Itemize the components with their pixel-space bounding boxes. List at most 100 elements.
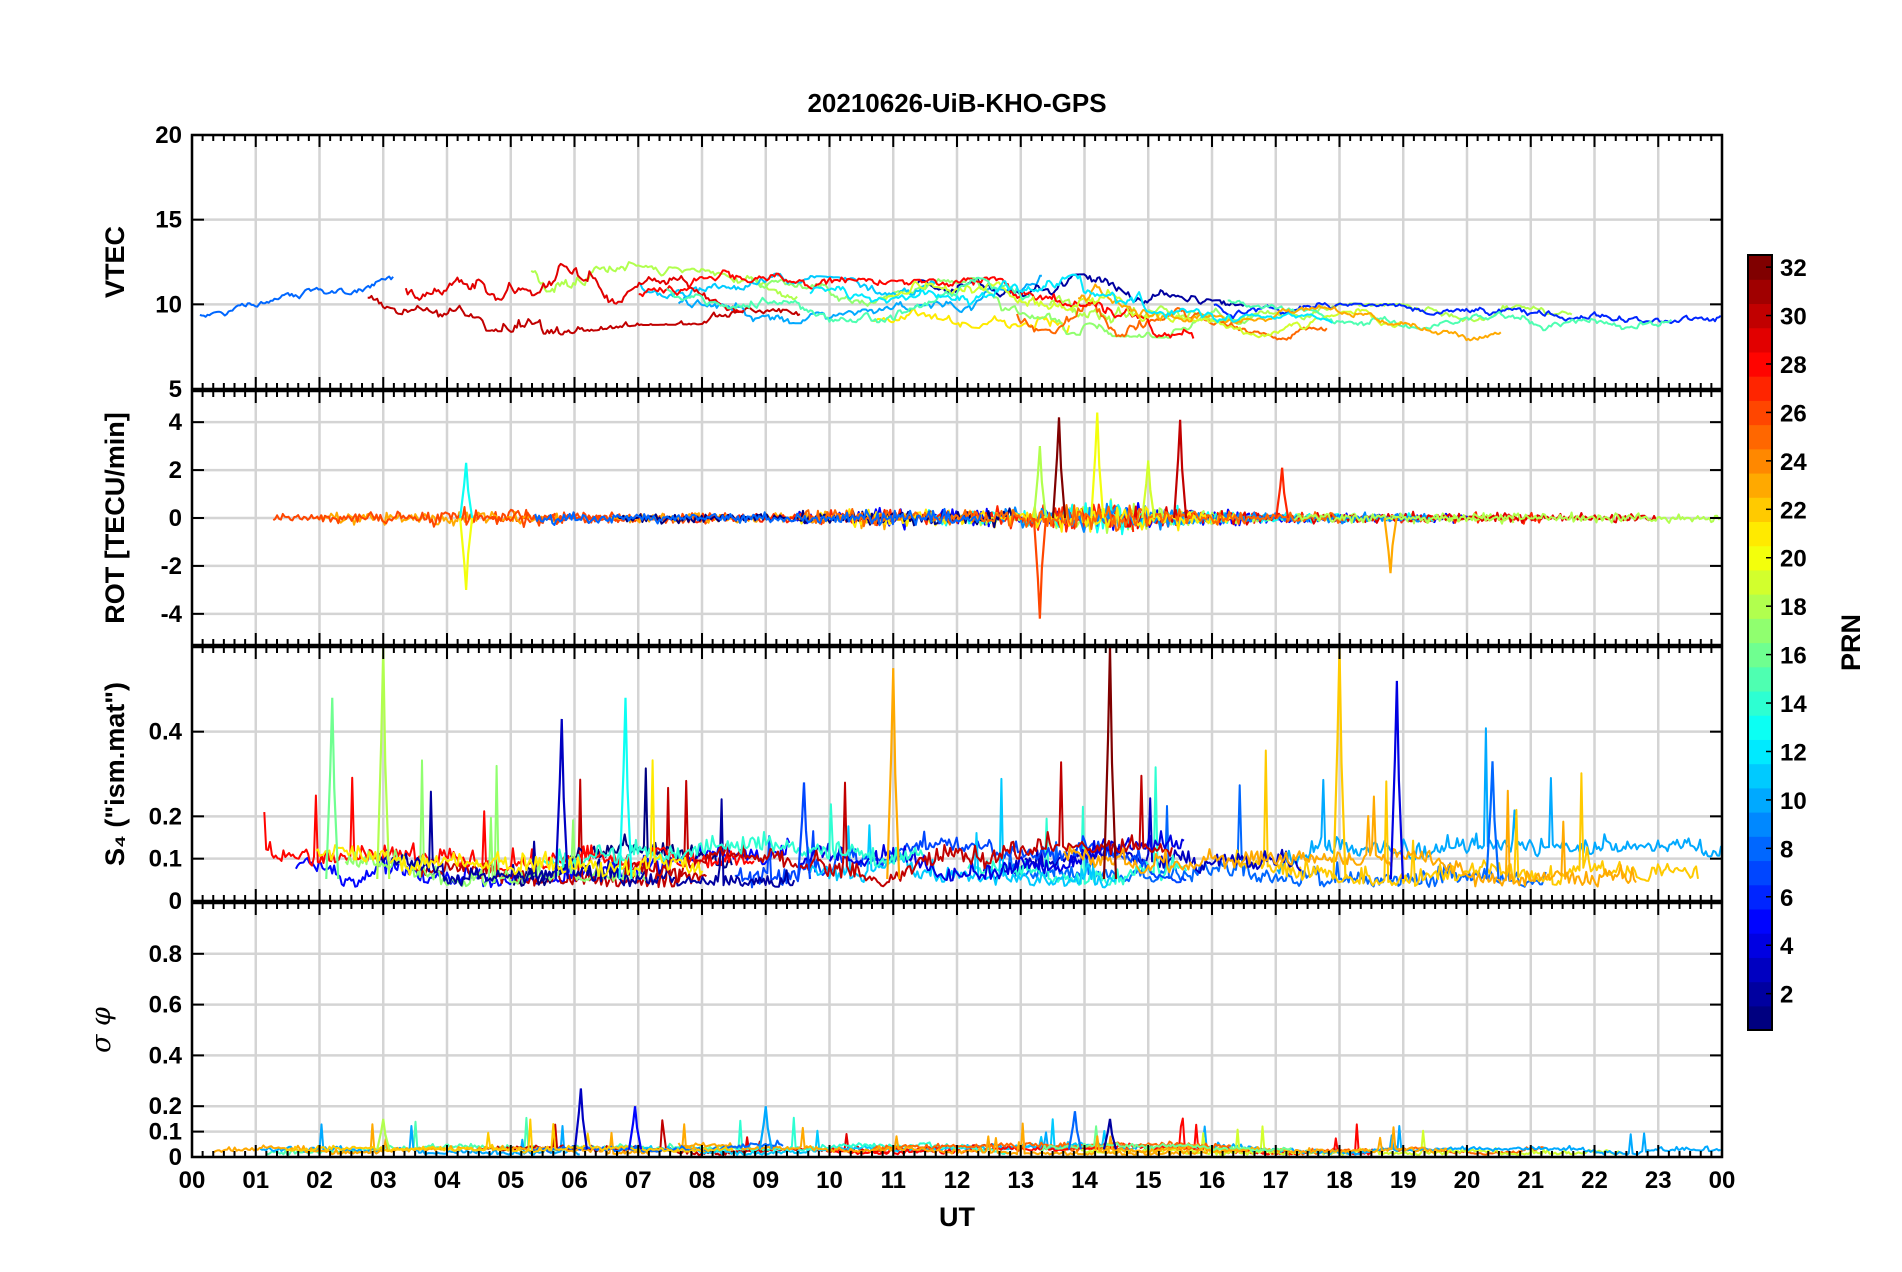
x-tick-label: 03 [370, 1167, 397, 1194]
colorbar-tick-label: 10 [1780, 788, 1807, 815]
x-tick-label: 11 [881, 1167, 906, 1194]
x-tick-label: 01 [242, 1167, 269, 1194]
trace-prn [1251, 1125, 1721, 1156]
chart-title: 20210626-UiB-KHO-GPS [807, 88, 1106, 118]
y-tick-label: 0.1 [149, 846, 182, 873]
colorbar-tick-label: 2 [1780, 982, 1793, 1009]
x-tick-label: 00 [1709, 1167, 1736, 1194]
trace-prn [1232, 749, 1699, 887]
peak-mark [1032, 517, 1047, 619]
trace-prn [677, 1122, 1249, 1156]
trace-prn [872, 308, 1071, 333]
trace-prn [213, 1123, 706, 1156]
y-tick-label: 0 [169, 888, 182, 915]
trace-prn [982, 797, 1302, 881]
series-vtec [199, 261, 1722, 342]
y-tick-label: 5 [169, 376, 182, 403]
y-axis-label-sigma_phi: σ φ [86, 1007, 117, 1053]
colorbar-swatch [1748, 618, 1772, 644]
trace-prn [404, 262, 745, 313]
peak-mark [1485, 761, 1500, 880]
series-rot [272, 412, 1722, 619]
colorbar-swatch [1748, 569, 1772, 595]
y-axis-label-vtec: VTEC [100, 226, 130, 298]
peak-mark [325, 697, 340, 880]
y-tick-label: 10 [155, 291, 182, 318]
x-tick-label: 05 [497, 1167, 524, 1194]
colorbar-tick-label: 20 [1780, 546, 1807, 573]
colorbar-tick-label: 12 [1780, 739, 1807, 766]
peak-mark [554, 718, 569, 880]
y-tick-label: 0.2 [149, 1093, 182, 1120]
y-tick-label: 0.2 [149, 803, 182, 830]
trace-prn [315, 759, 704, 878]
peak-mark [1173, 419, 1188, 519]
trace-prn [541, 803, 924, 869]
colorbar-swatch [1748, 376, 1772, 401]
colorbar-tick-label: 32 [1780, 255, 1807, 282]
x-tick-label: 21 [1517, 1167, 1544, 1194]
x-tick-label: 17 [1262, 1167, 1289, 1194]
panel-sigma_phi: 00.10.2 0.4 0.6 0.8 σ φ [86, 901, 1724, 1171]
x-tick-label: 06 [561, 1167, 588, 1194]
y-tick-label: 0.4 [149, 1042, 183, 1069]
y-axis-label-s4: S₄ ("ism.mat") [100, 682, 130, 866]
series-s4 [263, 647, 1722, 889]
x-tick-label: 23 [1645, 1167, 1672, 1194]
peak-mark [376, 647, 391, 880]
peak-mark [459, 517, 474, 590]
x-tick-label: 15 [1135, 1167, 1162, 1194]
x-tick-label: 02 [306, 1167, 333, 1194]
y-tick-label: 0.8 [149, 941, 182, 968]
colorbar-tick-label: 16 [1780, 643, 1807, 670]
x-tick-label: 13 [1007, 1167, 1034, 1194]
colorbar-swatch [1748, 715, 1772, 740]
peak-mark [1389, 680, 1404, 880]
x-ticks-vtec [191, 135, 1723, 389]
x-tick-label: 14 [1071, 1167, 1098, 1194]
peak-mark [796, 782, 812, 880]
colorbar-swatch [1748, 957, 1772, 983]
colorbar-tick-label: 26 [1780, 400, 1807, 427]
peak-mark [627, 1106, 643, 1150]
x-tick-label: 04 [434, 1167, 461, 1194]
trace-prn [1293, 511, 1722, 524]
series-sigma_phi [213, 1088, 1721, 1156]
colorbar-swatch [1748, 812, 1772, 837]
trace-prn [809, 273, 1333, 324]
trace-prn [367, 294, 801, 336]
peak-mark [758, 1106, 773, 1150]
trace-prn [750, 277, 1259, 339]
colorbar-tick-label: 30 [1780, 304, 1807, 331]
colorbar-label: PRN [1836, 614, 1866, 671]
colorbar-swatch [1748, 666, 1772, 692]
trace-prn [638, 269, 1195, 339]
colorbar-swatch [1748, 521, 1772, 547]
colorbar-tick-label: 28 [1780, 352, 1807, 379]
x-tick-label: 22 [1581, 1167, 1608, 1194]
trace-prn [1077, 283, 1502, 342]
y-tick-label: 0.1 [149, 1119, 182, 1146]
colorbar-swatch [1748, 908, 1772, 934]
peak-mark [573, 1088, 588, 1150]
colorbar-tick-label: 8 [1780, 836, 1793, 863]
trace-prn [414, 778, 707, 889]
y-tick-label: 0 [169, 505, 182, 532]
peak-mark [1090, 412, 1105, 519]
trace-prn [199, 275, 394, 318]
x-tick-label: 10 [816, 1167, 843, 1194]
x-tick-label: 19 [1390, 1167, 1417, 1194]
y-axis-sigma_phi: 00.10.2 0.4 0.6 0.8 [149, 941, 1722, 1171]
x-axis-label: UT [939, 1202, 975, 1232]
grid-vtec [190, 133, 1724, 391]
trace-prn [677, 274, 1042, 325]
trace-prn [284, 1118, 734, 1154]
colorbar-tick-label: 4 [1780, 933, 1794, 960]
colorbar-tick-label: 22 [1780, 497, 1807, 524]
trace-prn [713, 1116, 1011, 1155]
colorbar-tick-label: 14 [1780, 691, 1807, 718]
x-tick-label: 12 [944, 1167, 971, 1194]
y-axis-vtec: 5 10 15 20 [155, 122, 1722, 403]
x-tick-label: 08 [689, 1167, 716, 1194]
